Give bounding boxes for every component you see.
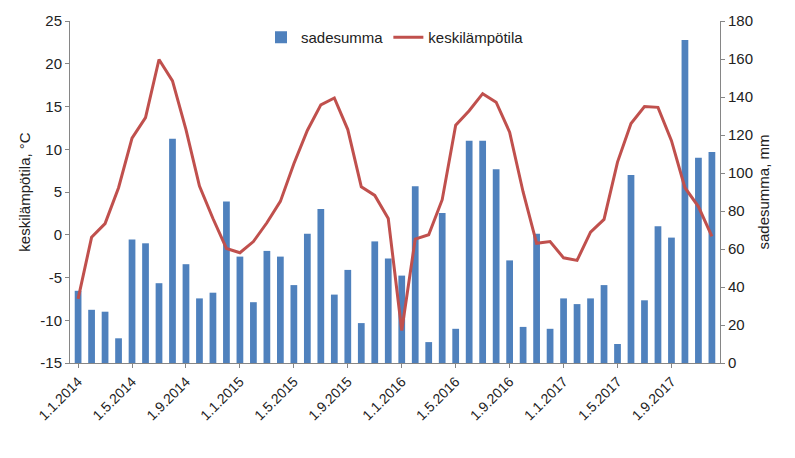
svg-text:10: 10 <box>45 141 62 158</box>
svg-text:-15: -15 <box>40 354 62 371</box>
svg-text:sadesumma: sadesumma <box>301 29 383 46</box>
svg-text:5: 5 <box>54 183 62 200</box>
svg-text:25: 25 <box>45 12 62 29</box>
svg-text:-5: -5 <box>49 269 62 286</box>
svg-text:1.5.2016: 1.5.2016 <box>413 373 463 423</box>
svg-text:sadesumma, mm: sadesumma, mm <box>755 134 772 249</box>
svg-text:1.9.2016: 1.9.2016 <box>467 373 517 423</box>
svg-text:1.1.2015: 1.1.2015 <box>197 373 247 423</box>
svg-text:140: 140 <box>728 88 753 105</box>
svg-text:160: 160 <box>728 50 753 67</box>
svg-text:1.5.2014: 1.5.2014 <box>89 373 139 423</box>
svg-text:100: 100 <box>728 164 753 181</box>
svg-text:-10: -10 <box>40 312 62 329</box>
svg-text:80: 80 <box>728 202 745 219</box>
svg-text:20: 20 <box>45 55 62 72</box>
svg-text:keskilämpötila, °C: keskilämpötila, °C <box>16 132 33 252</box>
svg-text:1.1.2017: 1.1.2017 <box>521 373 571 423</box>
svg-text:1.1.2014: 1.1.2014 <box>35 373 85 423</box>
svg-text:1.5.2017: 1.5.2017 <box>575 373 625 423</box>
svg-text:20: 20 <box>728 316 745 333</box>
svg-text:40: 40 <box>728 278 745 295</box>
svg-text:1.9.2017: 1.9.2017 <box>629 373 679 423</box>
svg-text:120: 120 <box>728 126 753 143</box>
svg-text:keskilämpötila: keskilämpötila <box>428 29 523 46</box>
svg-text:1.9.2014: 1.9.2014 <box>143 373 193 423</box>
svg-text:1.5.2015: 1.5.2015 <box>251 373 301 423</box>
svg-text:1.9.2015: 1.9.2015 <box>305 373 355 423</box>
svg-text:1.1.2016: 1.1.2016 <box>359 373 409 423</box>
svg-text:15: 15 <box>45 98 62 115</box>
svg-text:60: 60 <box>728 240 745 257</box>
svg-text:0: 0 <box>54 226 62 243</box>
svg-text:180: 180 <box>728 12 753 29</box>
svg-text:0: 0 <box>728 354 736 371</box>
